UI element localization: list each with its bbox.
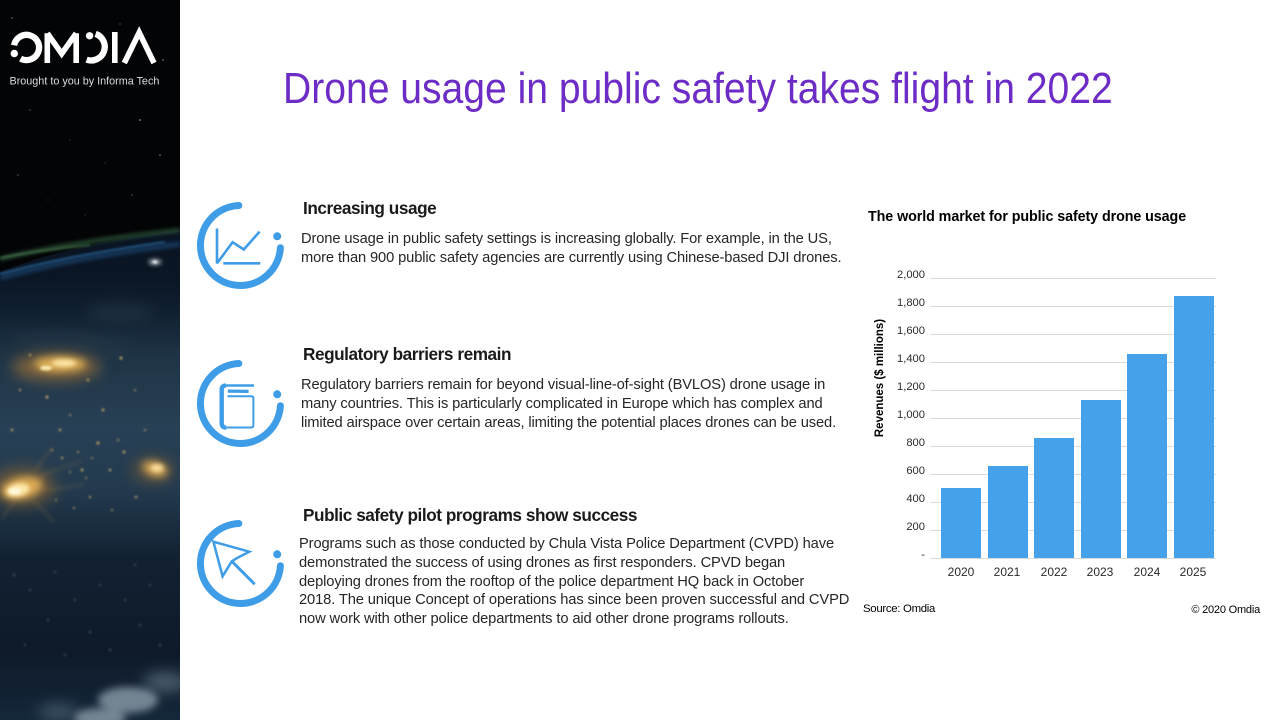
svg-text:Brought to you by Informa Tech: Brought to you by Informa Tech (10, 76, 160, 88)
